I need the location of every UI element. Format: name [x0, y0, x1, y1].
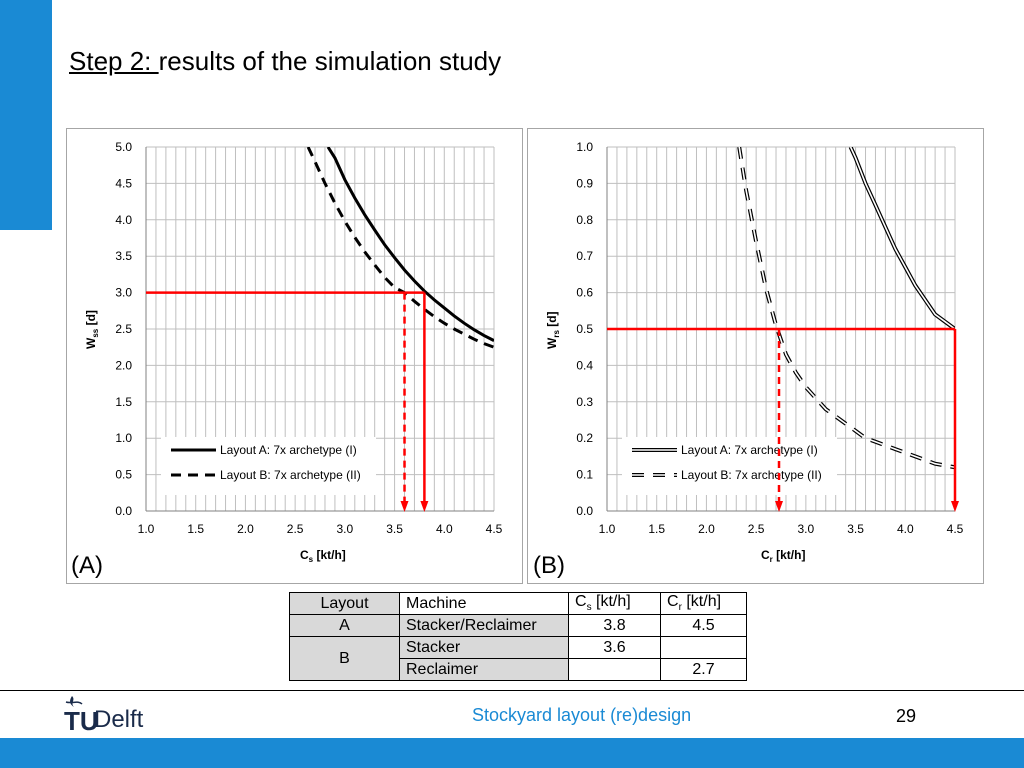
y-tick-label: 0.0 [115, 504, 132, 518]
y-tick-label: 0.6 [576, 286, 593, 300]
y-tick-label: 1.0 [115, 431, 132, 445]
legend-label: Layout A: 7x archetype (I) [220, 443, 357, 457]
marker-arrowhead [775, 501, 784, 512]
slide-title: Step 2: results of the simulation study [69, 46, 501, 77]
table-row: A Stacker/Reclaimer 3.8 4.5 [289, 614, 747, 637]
y-axis-label: Wss [d] [84, 310, 100, 349]
y-tick-label: 4.0 [115, 213, 132, 227]
cell-cs: 3.8 [568, 614, 661, 637]
title-text: results of the simulation study [158, 46, 502, 76]
y-tick-label: 4.5 [115, 176, 132, 190]
x-tick-label: 2.0 [698, 522, 715, 536]
x-tick-label: 1.0 [138, 522, 155, 536]
cell-cr [660, 636, 747, 659]
table-header-row: Layout Machine Cs [kt/h] Cr [kt/h] [289, 592, 747, 615]
x-axis-label: Cs [kt/h] [300, 548, 346, 564]
y-tick-label: 3.5 [115, 249, 132, 263]
footer-title: Stockyard layout (re)design [472, 705, 692, 725]
marker-arrowhead [400, 501, 409, 512]
x-tick-label: 2.0 [237, 522, 254, 536]
y-tick-label: 2.0 [115, 358, 132, 372]
y-tick-label: 0.2 [576, 431, 593, 445]
x-tick-label: 3.5 [847, 522, 864, 536]
cell-layout: A [289, 614, 400, 637]
chart-panel-a: 0.0 0.5 1.0 1.5 2.0 2.5 3.0 3.5 4.0 4.5 5.0 1.0 1.5 2… [66, 128, 523, 584]
header-machine: Machine [399, 592, 569, 615]
x-tick-label: 3.5 [386, 522, 403, 536]
x-tick-label: 4.0 [897, 522, 914, 536]
page-number: 29 [896, 706, 917, 726]
cell-machine: Reclaimer [399, 658, 569, 681]
accent-block [0, 0, 52, 230]
y-tick-label: 5.0 [115, 140, 132, 154]
x-tick-label: 4.5 [947, 522, 964, 536]
x-tick-label: 1.5 [187, 522, 204, 536]
cell-cs: 3.6 [568, 636, 661, 659]
x-tick-label: 3.0 [798, 522, 815, 536]
x-tick-label: 1.5 [648, 522, 665, 536]
y-axis-label: Wrs [d] [545, 311, 561, 349]
marker-arrowhead [420, 501, 429, 512]
series-line [306, 147, 494, 349]
y-tick-label: 3.0 [115, 286, 132, 300]
x-tick-label: 4.0 [436, 522, 453, 536]
legend-box [161, 437, 376, 495]
series-line [737, 147, 955, 470]
x-tick-label: 2.5 [748, 522, 765, 536]
series-line-inner [849, 147, 955, 330]
y-tick-label: 0.8 [576, 213, 593, 227]
y-tick-label: 0.4 [576, 358, 593, 372]
table-row: B Stacker 3.6 [289, 636, 747, 681]
legend-box [622, 437, 837, 495]
y-tick-label: 0.7 [576, 249, 593, 263]
chart-a-svg: 0.0 0.5 1.0 1.5 2.0 2.5 3.0 3.5 4.0 4.5 5.0 1.0 1.5 2… [84, 140, 503, 564]
logo-delft: Delft [94, 706, 144, 733]
series-line [326, 147, 494, 342]
tu-delft-flame-icon [65, 696, 83, 707]
legend-label: Layout B: 7x archetype (II) [220, 468, 361, 482]
cell-cs [568, 658, 661, 681]
y-tick-label: 0.3 [576, 395, 593, 409]
chart-b-svg: 0.0 0.1 0.2 0.3 0.4 0.5 0.6 0.7 0.8 0.9 1.0 1.0 1.5 2… [545, 140, 964, 564]
x-tick-label: 2.5 [287, 522, 304, 536]
legend-label: Layout A: 7x archetype (I) [681, 443, 818, 457]
x-axis-label: Cr [kt/h] [761, 548, 805, 564]
panel-label-a: (A) [71, 552, 103, 579]
series-line [848, 147, 955, 331]
y-tick-label: 0.9 [576, 176, 593, 190]
chart-panel-b: 0.0 0.1 0.2 0.3 0.4 0.5 0.6 0.7 0.8 0.9 1.0 1.0 1.5 2… [527, 128, 984, 584]
header-layout: Layout [289, 592, 400, 615]
cell-machine: Stacker/Reclaimer [399, 614, 569, 637]
series-line-inner [738, 147, 955, 469]
legend-label: Layout B: 7x archetype (II) [681, 468, 822, 482]
panel-label-b: (B) [533, 552, 565, 579]
cell-cr: 4.5 [660, 614, 747, 637]
y-tick-label: 1.5 [115, 395, 132, 409]
footer-bar [0, 738, 1024, 768]
results-table: Layout Machine Cs [kt/h] Cr [kt/h] A Sta… [289, 592, 747, 681]
y-tick-label: 2.5 [115, 322, 132, 336]
footer-divider [0, 690, 1024, 691]
marker-arrowhead [951, 501, 959, 512]
y-tick-label: 1.0 [576, 140, 593, 154]
header-cs: Cs [kt/h] [568, 592, 661, 615]
header-cr: Cr [kt/h] [660, 592, 747, 615]
y-tick-label: 0.5 [576, 322, 593, 336]
x-tick-label: 1.0 [599, 522, 616, 536]
cell-cr: 2.7 [660, 658, 747, 681]
cell-layout: B [289, 636, 400, 681]
y-tick-label: 0.0 [576, 504, 593, 518]
title-step: Step 2: [69, 46, 159, 76]
y-tick-label: 0.5 [115, 468, 132, 482]
x-tick-label: 3.0 [337, 522, 354, 536]
table-row: Reclaimer 2.7 [290, 658, 747, 681]
cell-machine: Stacker [399, 636, 569, 659]
y-tick-label: 0.1 [576, 468, 593, 482]
logo-tu: TU [64, 706, 99, 736]
x-tick-label: 4.5 [486, 522, 503, 536]
